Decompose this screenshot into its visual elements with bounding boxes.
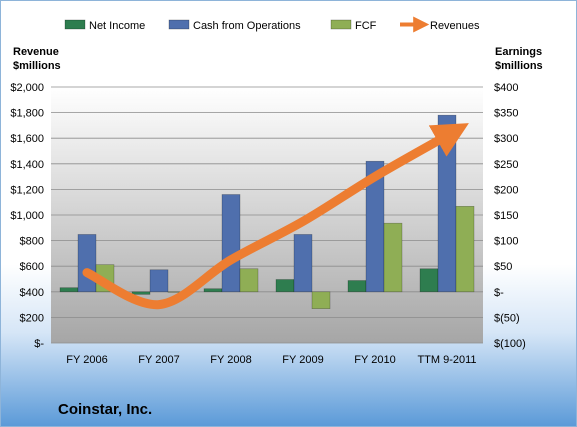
right-tick-label: $200 [494,184,518,196]
right-tick-label: $350 [494,108,518,120]
company-name: Coinstar, Inc. [58,401,152,418]
left-tick-label: $2,000 [10,82,44,94]
category-label: FY 2008 [210,354,251,366]
left-tick-label: $1,800 [10,108,44,120]
left-tick-label: $200 [20,312,44,324]
right-tick-label: $300 [494,133,518,145]
legend-label: Revenues [430,20,480,32]
left-tick-label: $600 [20,261,44,273]
left-axis-ticks: $- $200 $400 $600 $800 $1,000 $1,200 $1,400 $1,6… [10,82,44,350]
legend-label: Cash from Operations [193,20,301,32]
right-tick-label: $100 [494,236,518,248]
bar-fcf-4 [383,222,403,293]
left-tick-label: $1,400 [10,159,44,171]
right-tick-label: $(100) [494,338,526,350]
left-tick-label: $400 [20,287,44,299]
bar-net-income-5 [419,268,439,293]
category-label: FY 2009 [282,354,323,366]
bar-cash-from-operations-2 [221,194,241,293]
legend-swatch [168,19,190,30]
right-tick-label: $50 [494,261,512,273]
legend-swatch [64,19,86,30]
right-tick-label: $250 [494,159,518,171]
legend-label: Net Income [89,20,145,32]
revenue-line [82,123,469,310]
right-axis-title-line2: $millions [495,60,543,72]
bar-fcf-2 [239,268,259,293]
right-tick-label: $(50) [494,312,520,324]
bar-net-income-0 [59,287,79,293]
revenue-line-series [82,123,469,310]
bar-cash-from-operations-1 [149,269,169,293]
bar-cash-from-operations-0 [77,234,97,293]
bar-cash-from-operations-5 [437,114,457,293]
right-axis-title-line1: Earnings [495,46,542,58]
legend-label: FCF [355,20,377,32]
left-axis-title-line2: $millions [13,60,61,72]
left-axis-title-line1: Revenue [13,46,59,58]
bar-net-income-2 [203,288,223,293]
right-tick-label: $150 [494,210,518,222]
left-tick-label: $1,200 [10,184,44,196]
category-label: FY 2006 [66,354,107,366]
left-tick-label: $800 [20,236,44,248]
bar-net-income-4 [347,280,367,293]
chart-legend: Net Income Cash from Operations FCF Revenue… [64,16,480,33]
left-tick-label: $1,000 [10,210,44,222]
bar-net-income-3 [275,279,295,293]
bar-net-income-1 [131,291,151,295]
bar-fcf-5 [455,205,475,293]
category-label: TTM 9-2011 [417,354,476,366]
right-axis-ticks: $(100) $(50) $- $50 $100 $150 $200 $250 $300 $350… [494,82,526,350]
category-labels: FY 2006 FY 2007 FY 2008 FY 2009 FY 2010 TTM 9… [66,354,476,366]
left-tick-label: $- [34,338,44,350]
category-label: FY 2007 [138,354,179,366]
left-tick-label: $1,600 [10,133,44,145]
bar-cash-from-operations-3 [293,234,313,293]
right-tick-label: $400 [494,82,518,94]
category-label: FY 2010 [354,354,395,366]
gridlines [51,86,483,344]
bar-fcf-3 [311,291,331,309]
legend-swatch [330,19,352,30]
right-tick-label: $- [494,287,504,299]
